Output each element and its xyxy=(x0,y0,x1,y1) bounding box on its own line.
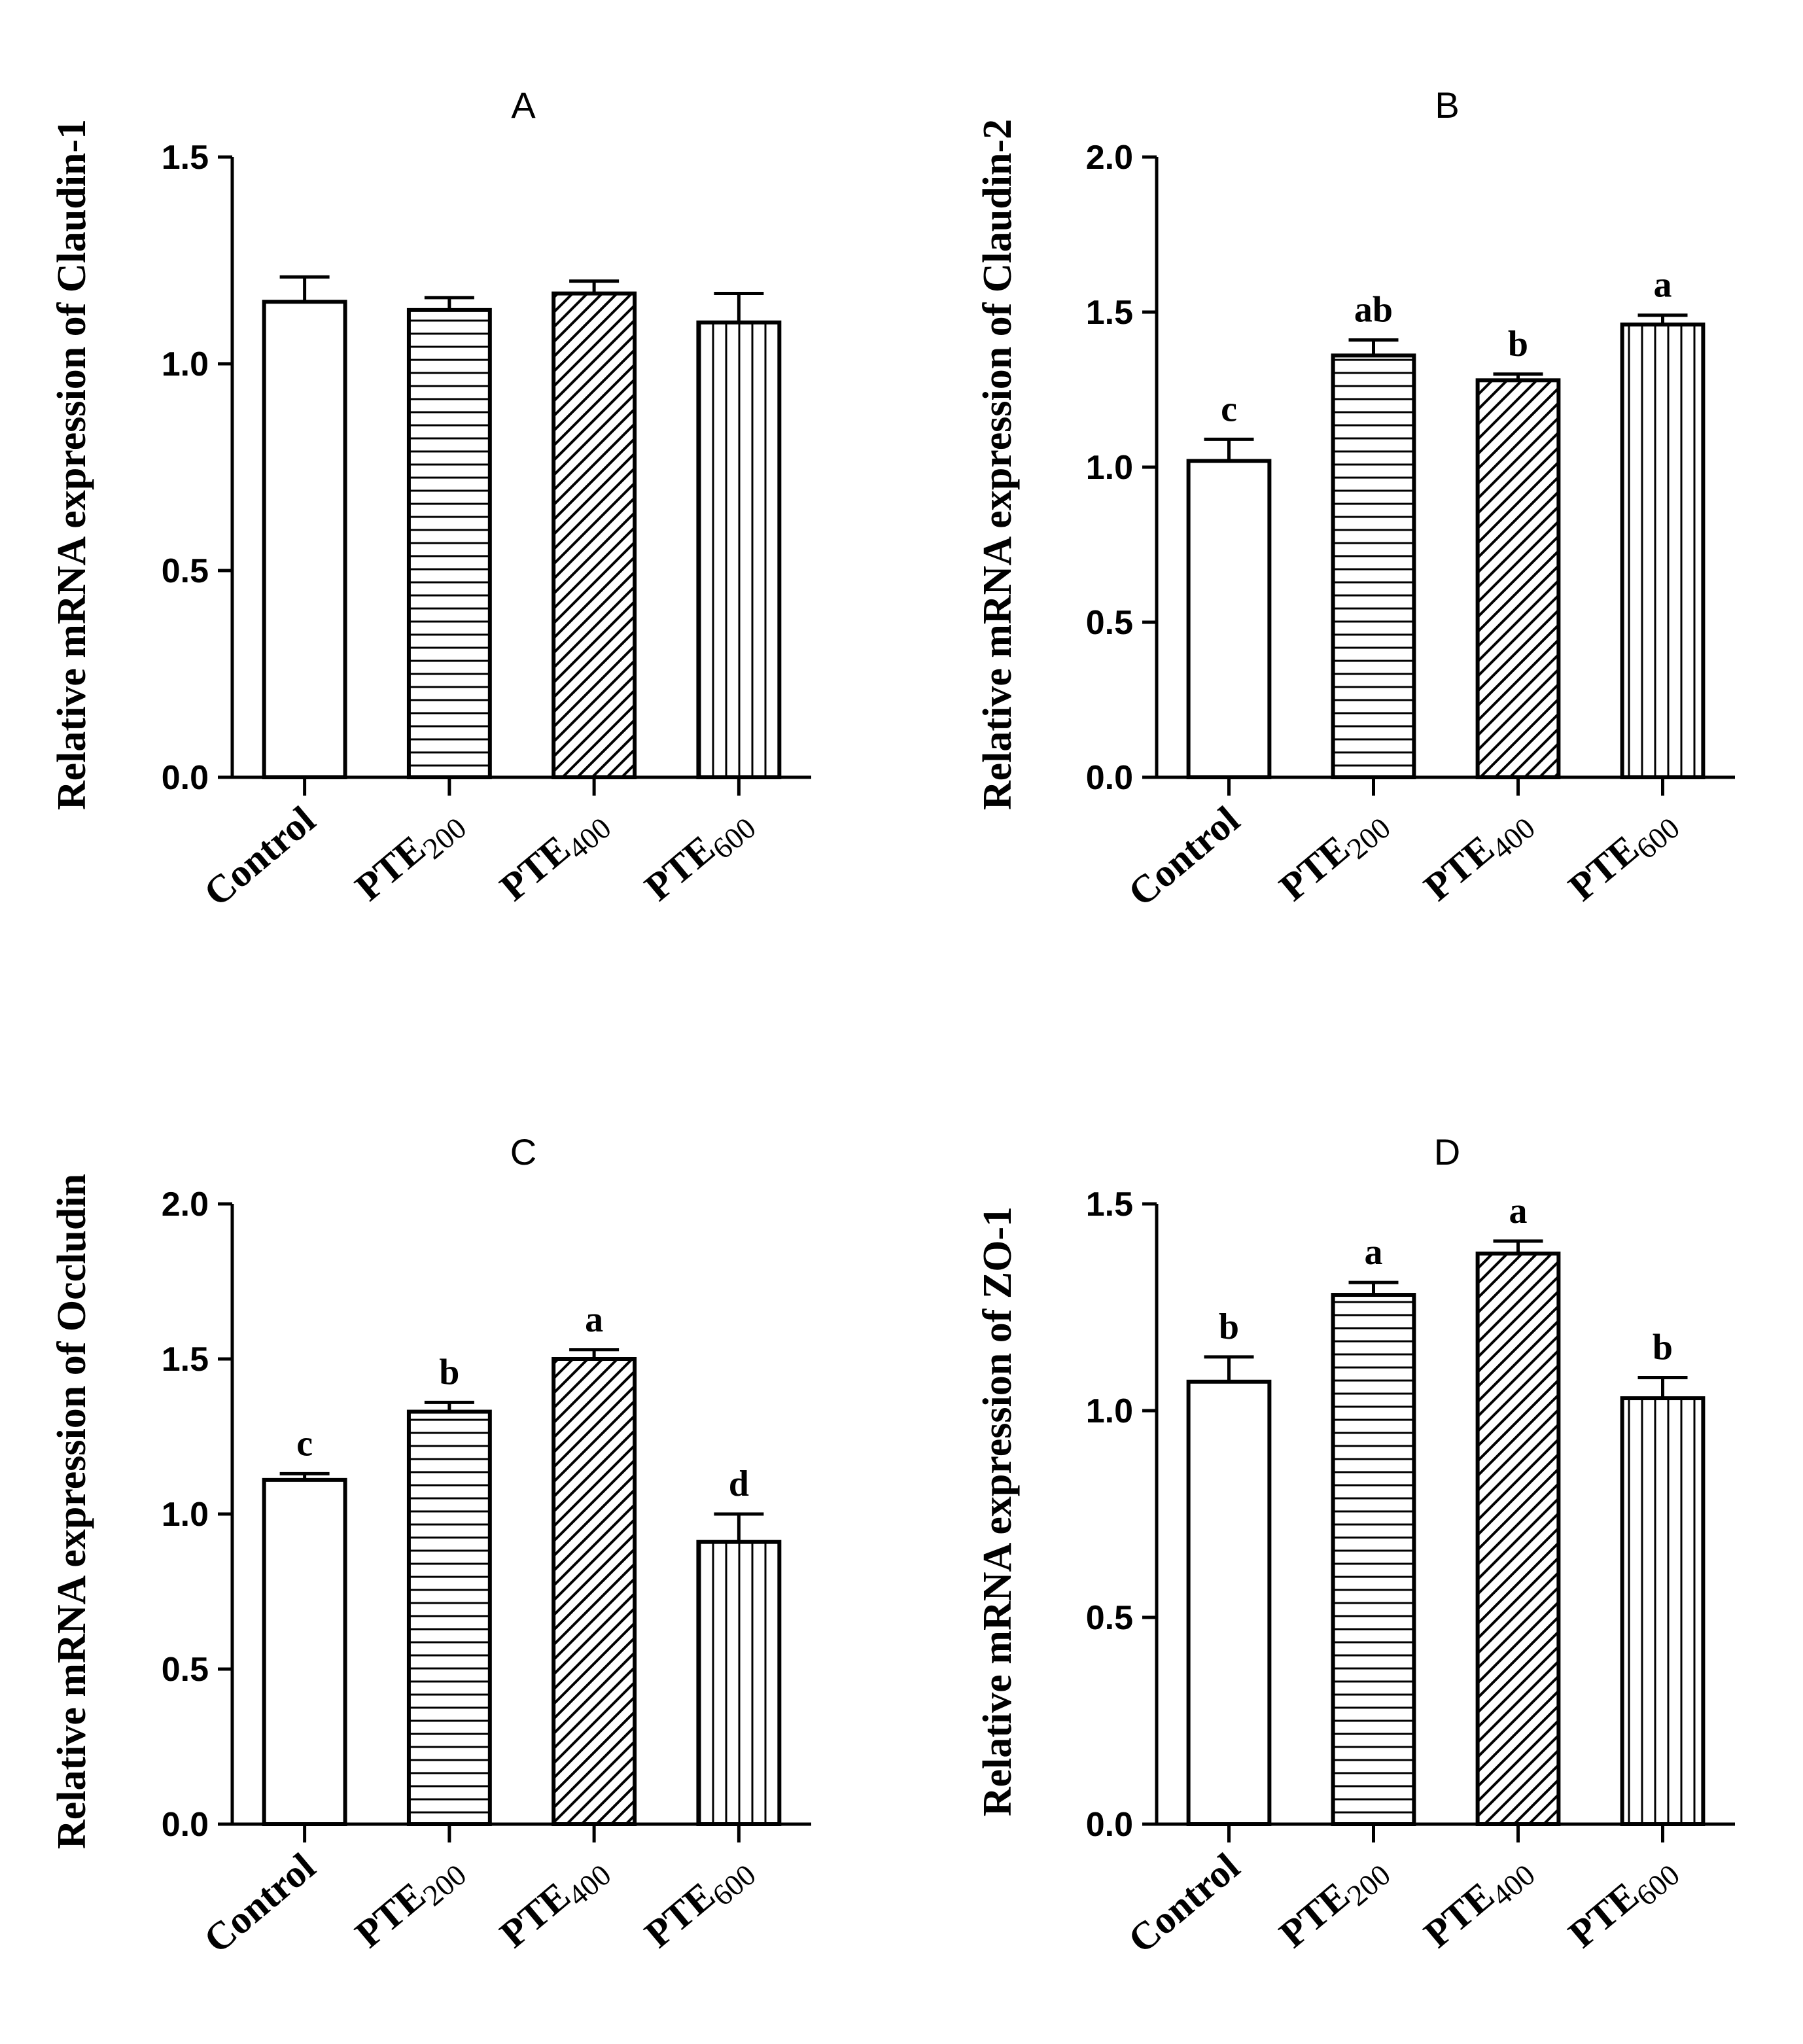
panel-title: C xyxy=(510,1131,536,1172)
panel-title: D xyxy=(1434,1131,1460,1172)
bar xyxy=(1475,1251,1561,1826)
significance-label: b xyxy=(1219,1307,1239,1347)
y-axis-label: Relative mRNA expression of Occludin xyxy=(50,1174,94,1849)
significance-label: d xyxy=(729,1464,749,1504)
bar xyxy=(551,1357,637,1826)
significance-label: b xyxy=(439,1352,459,1392)
y-tick-label: 0.5 xyxy=(162,552,209,590)
panel-c: C Relative mRNA expression of Occludin 0… xyxy=(50,1131,811,1962)
y-tick-label: 0.0 xyxy=(162,759,209,797)
y-tick-label: 2.0 xyxy=(162,1186,209,1224)
y-tick-label: 1.0 xyxy=(162,1496,209,1534)
bar xyxy=(1186,1379,1272,1826)
panel-d: D Relative mRNA expression of ZO-1 0.0 0.… xyxy=(975,1131,1735,1962)
y-tick-label: 1.0 xyxy=(1086,449,1133,487)
bar xyxy=(696,1540,782,1826)
y-tick-label: 0.5 xyxy=(1086,604,1133,642)
panel-a: A Relative mRNA expression of Claudin-1 … xyxy=(50,84,811,915)
x-tick-label: PTE200 xyxy=(347,798,473,914)
significance-label: a xyxy=(585,1299,603,1340)
y-tick-label: 1.5 xyxy=(1086,1186,1133,1224)
significance-label: ab xyxy=(1354,290,1393,330)
y-tick-label: 0.0 xyxy=(1086,759,1133,797)
panel-title: B xyxy=(1435,84,1459,126)
significance-label: a xyxy=(1365,1232,1383,1273)
bar xyxy=(551,291,637,779)
bar xyxy=(1620,1396,1706,1827)
y-tick-label: 1.5 xyxy=(162,1341,209,1379)
x-tick-label: PTE400 xyxy=(1416,1844,1541,1961)
x-tick-label: PTE600 xyxy=(637,798,762,914)
y-tick-label: 1.5 xyxy=(162,139,209,177)
y-axis-label: Relative mRNA expression of Claudin-1 xyxy=(50,119,94,810)
significance-label: c xyxy=(296,1423,313,1464)
x-tick-label: PTE400 xyxy=(492,1844,618,1961)
x-tick-label: PTE600 xyxy=(637,1844,762,1961)
bar xyxy=(1331,353,1416,779)
x-tick-label: PTE600 xyxy=(1560,1844,1686,1961)
x-tick-label: PTE400 xyxy=(1416,798,1541,914)
x-tick-label: Control xyxy=(1120,798,1248,914)
y-tick-label: 0.5 xyxy=(162,1651,209,1689)
x-tick-label: PTE200 xyxy=(1271,798,1397,914)
bar xyxy=(696,320,782,779)
y-tick-label: 1.0 xyxy=(162,345,209,383)
x-tick-label: PTE200 xyxy=(347,1844,473,1961)
significance-label: b xyxy=(1653,1327,1673,1367)
significance-label: a xyxy=(1509,1191,1528,1231)
bar xyxy=(406,308,492,779)
y-axis-label: Relative mRNA expression of ZO-1 xyxy=(975,1207,1020,1816)
bar xyxy=(1331,1293,1416,1827)
bar xyxy=(1186,459,1272,780)
significance-label: c xyxy=(1221,389,1237,429)
x-tick-label: Control xyxy=(196,798,323,914)
x-tick-label: PTE600 xyxy=(1560,798,1686,914)
y-axis-label: Relative mRNA expression of Claudin-2 xyxy=(975,119,1020,810)
x-tick-label: PTE400 xyxy=(492,798,618,914)
y-tick-label: 2.0 xyxy=(1086,139,1133,177)
x-tick-label: Control xyxy=(1120,1844,1248,1961)
x-tick-label: PTE200 xyxy=(1271,1844,1397,1961)
panel-title: A xyxy=(511,84,536,126)
significance-label: a xyxy=(1654,265,1672,306)
x-tick-label: Control xyxy=(196,1844,323,1961)
y-tick-label: 0.5 xyxy=(1086,1599,1133,1637)
bar xyxy=(406,1409,492,1827)
y-tick-label: 0.0 xyxy=(1086,1806,1133,1844)
bar xyxy=(262,300,347,779)
y-tick-label: 1.5 xyxy=(1086,294,1133,332)
panel-b: B Relative mRNA expression of Claudin-2 … xyxy=(975,84,1735,915)
bar xyxy=(262,1477,347,1827)
y-tick-label: 1.0 xyxy=(1086,1392,1133,1430)
significance-label: b xyxy=(1508,324,1528,364)
bar xyxy=(1475,378,1561,779)
bar xyxy=(1620,322,1706,779)
y-tick-label: 0.0 xyxy=(162,1806,209,1844)
